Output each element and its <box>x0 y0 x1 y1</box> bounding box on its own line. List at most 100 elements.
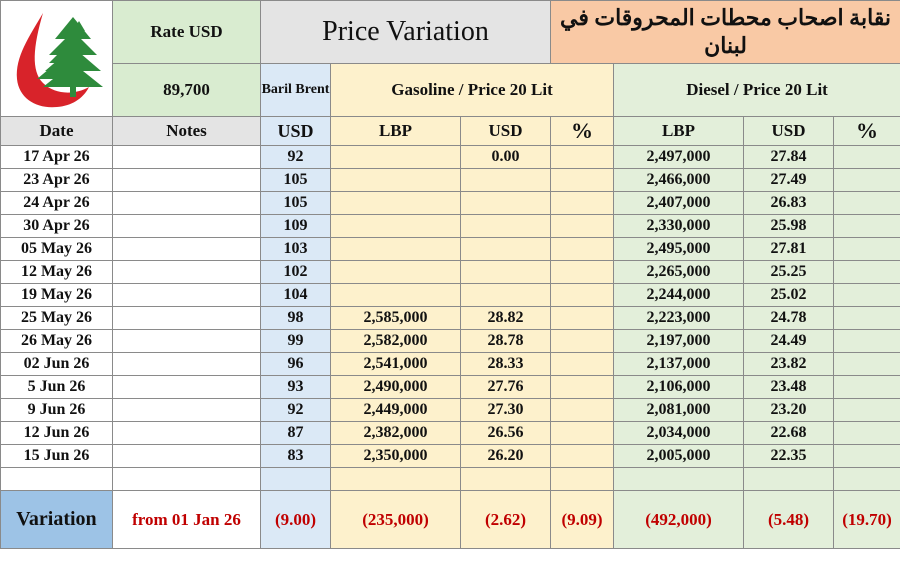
row-date: 17 Apr 26 <box>0 145 113 169</box>
row-gas-usd: 0.00 <box>460 145 551 169</box>
table-row: 05 May 26 103 2,495,000 27.81 <box>0 237 900 261</box>
row-notes <box>112 260 261 284</box>
row-gas-lbp <box>330 214 461 238</box>
row-gas-pct <box>550 237 614 261</box>
logo-cell <box>0 0 113 117</box>
row-brent: 83 <box>260 444 331 468</box>
variation-row: Variation from 01 Jan 26 (9.00) (235,000… <box>0 490 900 549</box>
row-notes <box>112 191 261 215</box>
row-notes <box>112 352 261 376</box>
gasoline-header: Gasoline / Price 20 Lit <box>330 63 614 117</box>
variation-gas-lbp: (235,000) <box>330 490 461 549</box>
row-gas-lbp <box>330 145 461 169</box>
variation-dsl-lbp: (492,000) <box>613 490 744 549</box>
row-notes <box>112 421 261 445</box>
row-dsl-usd: 24.49 <box>743 329 834 353</box>
baril-brent-label: Baril Brent <box>260 63 331 117</box>
row-dsl-lbp: 2,244,000 <box>613 283 744 307</box>
row-brent <box>260 467 331 491</box>
row-gas-lbp <box>330 191 461 215</box>
variation-dsl-usd: (5.48) <box>743 490 834 549</box>
row-gas-usd <box>460 168 551 192</box>
header-row-1: Rate USD Price Variation نقابة اصحاب محط… <box>0 0 900 117</box>
row-gas-pct <box>550 283 614 307</box>
row-dsl-lbp: 2,106,000 <box>613 375 744 399</box>
table-row: 9 Jun 26 92 2,449,000 27.30 2,081,000 23.20 <box>0 398 900 422</box>
row-gas-lbp <box>330 467 461 491</box>
table-row: 19 May 26 104 2,244,000 25.02 <box>0 283 900 307</box>
row-dsl-lbp: 2,497,000 <box>613 145 744 169</box>
row-dsl-pct <box>832 329 900 353</box>
row-dsl-lbp: 2,197,000 <box>613 329 744 353</box>
row-gas-pct <box>550 306 614 330</box>
variation-dsl-pct: (19.70) <box>832 490 900 549</box>
col-usd: USD <box>260 116 331 146</box>
row-dsl-usd: 26.83 <box>743 191 834 215</box>
row-dsl-usd: 25.98 <box>743 214 834 238</box>
row-dsl-pct <box>832 214 900 238</box>
row-gas-usd <box>460 283 551 307</box>
col-date: Date <box>0 116 113 146</box>
row-dsl-pct <box>832 467 900 491</box>
row-date: 23 Apr 26 <box>0 168 113 192</box>
row-date: 25 May 26 <box>0 306 113 330</box>
row-date: 05 May 26 <box>0 237 113 261</box>
row-date: 26 May 26 <box>0 329 113 353</box>
row-date: 24 Apr 26 <box>0 191 113 215</box>
variation-label: Variation <box>0 490 113 549</box>
col-gas-pct: % <box>550 116 614 146</box>
row-brent: 96 <box>260 352 331 376</box>
row-dsl-usd: 22.35 <box>743 444 834 468</box>
row-brent: 93 <box>260 375 331 399</box>
row-gas-pct <box>550 168 614 192</box>
row-gas-lbp <box>330 168 461 192</box>
row-gas-usd <box>460 191 551 215</box>
row-dsl-pct <box>832 444 900 468</box>
row-brent: 102 <box>260 260 331 284</box>
row-gas-usd <box>460 260 551 284</box>
row-dsl-lbp: 2,466,000 <box>613 168 744 192</box>
row-dsl-usd: 25.25 <box>743 260 834 284</box>
row-notes <box>112 237 261 261</box>
row-gas-lbp: 2,490,000 <box>330 375 461 399</box>
row-gas-pct <box>550 421 614 445</box>
row-dsl-usd: 25.02 <box>743 283 834 307</box>
row-gas-usd: 28.82 <box>460 306 551 330</box>
row-notes <box>112 398 261 422</box>
row-date: 30 Apr 26 <box>0 214 113 238</box>
col-gas-usd: USD <box>460 116 551 146</box>
row-gas-usd <box>460 467 551 491</box>
row-notes <box>112 444 261 468</box>
row-dsl-lbp: 2,265,000 <box>613 260 744 284</box>
row-gas-lbp <box>330 237 461 261</box>
row-date: 12 May 26 <box>0 260 113 284</box>
rate-usd-label: Rate USD <box>112 0 261 64</box>
row-gas-lbp: 2,350,000 <box>330 444 461 468</box>
row-gas-usd: 28.33 <box>460 352 551 376</box>
row-gas-pct <box>550 398 614 422</box>
table-row: 12 Jun 26 87 2,382,000 26.56 2,034,000 22.68 <box>0 421 900 445</box>
row-gas-lbp <box>330 283 461 307</box>
table-row: 17 Apr 26 92 0.00 2,497,000 27.84 <box>0 145 900 169</box>
row-brent: 104 <box>260 283 331 307</box>
row-dsl-usd: 23.20 <box>743 398 834 422</box>
row-brent: 98 <box>260 306 331 330</box>
col-dsl-usd: USD <box>743 116 834 146</box>
row-dsl-pct <box>832 168 900 192</box>
header-row-2: 89,700 Baril Brent Gasoline / Price 20 L… <box>1 63 900 117</box>
table-row: 5 Jun 26 93 2,490,000 27.76 2,106,000 23.48 <box>0 375 900 399</box>
row-gas-pct <box>550 375 614 399</box>
row-notes <box>112 168 261 192</box>
row-dsl-pct <box>832 191 900 215</box>
row-gas-pct <box>550 444 614 468</box>
row-date: 5 Jun 26 <box>0 375 113 399</box>
table-row: 15 Jun 26 83 2,350,000 26.20 2,005,000 22.35 <box>0 444 900 468</box>
fuel-price-table: Rate USD Price Variation نقابة اصحاب محط… <box>0 0 900 549</box>
rate-usd-value: 89,700 <box>112 63 261 117</box>
row-gas-lbp: 2,541,000 <box>330 352 461 376</box>
row-date: 9 Jun 26 <box>0 398 113 422</box>
row-gas-lbp: 2,449,000 <box>330 398 461 422</box>
row-dsl-pct <box>832 375 900 399</box>
row-gas-pct <box>550 191 614 215</box>
row-dsl-pct <box>832 306 900 330</box>
